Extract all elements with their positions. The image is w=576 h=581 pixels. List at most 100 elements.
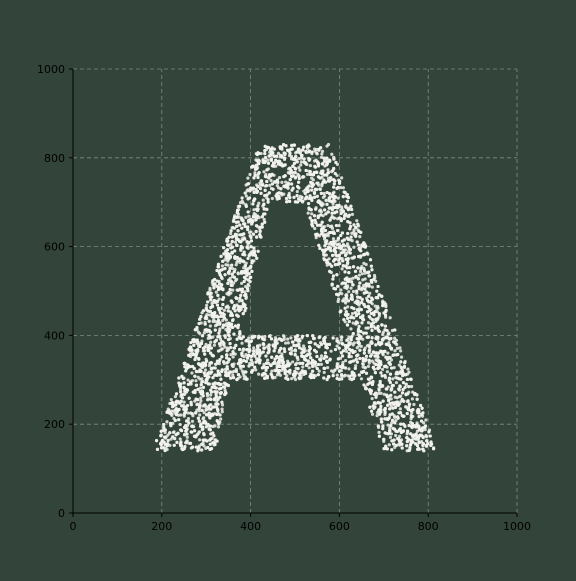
scatter-point bbox=[373, 402, 376, 405]
scatter-point bbox=[263, 347, 266, 350]
scatter-point bbox=[214, 315, 217, 318]
scatter-point bbox=[411, 441, 414, 444]
scatter-point bbox=[284, 174, 287, 177]
scatter-point bbox=[374, 305, 377, 308]
scatter-point bbox=[227, 309, 230, 312]
scatter-point bbox=[221, 326, 224, 329]
scatter-point bbox=[307, 349, 310, 352]
grid-lines bbox=[73, 69, 517, 513]
scatter-point bbox=[386, 447, 389, 450]
scatter-point bbox=[234, 234, 237, 237]
scatter-point bbox=[378, 330, 381, 333]
scatter-point bbox=[393, 421, 396, 424]
scatter-point bbox=[355, 219, 358, 222]
scatter-point bbox=[264, 156, 267, 159]
scatter-point bbox=[302, 146, 305, 149]
scatter-point bbox=[380, 417, 383, 420]
scatter-point bbox=[314, 208, 317, 211]
scatter-point bbox=[175, 413, 178, 416]
scatter-point bbox=[180, 375, 183, 378]
scatter-point bbox=[307, 145, 310, 148]
scatter-point bbox=[223, 267, 226, 270]
scatter-point bbox=[224, 263, 227, 266]
scatter-point bbox=[204, 364, 207, 367]
scatter-point bbox=[347, 196, 350, 199]
scatter-point bbox=[278, 191, 281, 194]
scatter-point bbox=[285, 197, 288, 200]
scatter-point bbox=[313, 349, 316, 352]
scatter-point bbox=[325, 360, 328, 363]
scatter-point bbox=[406, 440, 409, 443]
scatter-point bbox=[395, 353, 398, 356]
scatter-point bbox=[290, 182, 293, 185]
scatter-point bbox=[345, 350, 348, 353]
scatter-point bbox=[368, 359, 371, 362]
scatter-point bbox=[344, 294, 347, 297]
scatter-point bbox=[371, 383, 374, 386]
scatter-point bbox=[354, 232, 357, 235]
scatter-point bbox=[184, 441, 187, 444]
scatter-point bbox=[197, 362, 200, 365]
scatter-point bbox=[228, 288, 231, 291]
scatter-point bbox=[359, 267, 362, 270]
scatter-point bbox=[265, 184, 268, 187]
scatter-point bbox=[399, 422, 402, 425]
scatter-point bbox=[245, 194, 248, 197]
scatter-point bbox=[366, 383, 369, 386]
scatter-point bbox=[355, 321, 358, 324]
scatter-point bbox=[284, 144, 287, 147]
scatter-point bbox=[294, 348, 297, 351]
scatter-point bbox=[252, 191, 255, 194]
scatter-point bbox=[319, 358, 322, 361]
scatter-point bbox=[367, 274, 370, 277]
scatter-point bbox=[278, 176, 281, 179]
scatter-point bbox=[351, 277, 354, 280]
scatter-point bbox=[388, 443, 391, 446]
scatter-point bbox=[370, 281, 373, 284]
scatter-point bbox=[208, 320, 211, 323]
scatter-point bbox=[288, 200, 291, 203]
scatter-point bbox=[406, 399, 409, 402]
scatter-point bbox=[261, 374, 264, 377]
scatter-point bbox=[194, 389, 197, 392]
scatter-point bbox=[372, 407, 375, 410]
scatter-point bbox=[363, 349, 366, 352]
scatter-point bbox=[264, 354, 267, 357]
scatter-point bbox=[225, 361, 228, 364]
scatter-point bbox=[198, 406, 201, 409]
scatter-point bbox=[341, 354, 344, 357]
scatter-point bbox=[354, 270, 357, 273]
scatter-point bbox=[348, 320, 351, 323]
scatter-point bbox=[356, 361, 359, 364]
scatter-point bbox=[294, 378, 297, 381]
scatter-point bbox=[174, 419, 177, 422]
scatter-point bbox=[257, 152, 260, 155]
scatter-point bbox=[261, 215, 264, 218]
scatter-point bbox=[240, 272, 243, 275]
scatter-point bbox=[367, 295, 370, 298]
scatter-point bbox=[259, 359, 262, 362]
scatter-point bbox=[228, 342, 231, 345]
scatter-point bbox=[352, 316, 355, 319]
scatter-point bbox=[370, 322, 373, 325]
scatter-point bbox=[339, 212, 342, 215]
scatter-point bbox=[402, 381, 405, 384]
scatter-point bbox=[370, 410, 373, 413]
scatter-point bbox=[201, 380, 204, 383]
scatter-point bbox=[186, 378, 189, 381]
scatter-point bbox=[396, 377, 399, 380]
scatter-point bbox=[235, 370, 238, 373]
scatter-point bbox=[243, 276, 246, 279]
scatter-point bbox=[356, 300, 359, 303]
scatter-point bbox=[329, 246, 332, 249]
scatter-point bbox=[383, 350, 386, 353]
scatter-point bbox=[351, 213, 354, 216]
scatter-point bbox=[357, 277, 360, 280]
scatter-point bbox=[263, 218, 266, 221]
scatter-point bbox=[245, 377, 248, 380]
scatter-point bbox=[220, 355, 223, 358]
scatter-point bbox=[352, 377, 355, 380]
scatter-point bbox=[340, 176, 343, 179]
scatter-point bbox=[210, 447, 213, 450]
scatter-point bbox=[250, 336, 253, 339]
